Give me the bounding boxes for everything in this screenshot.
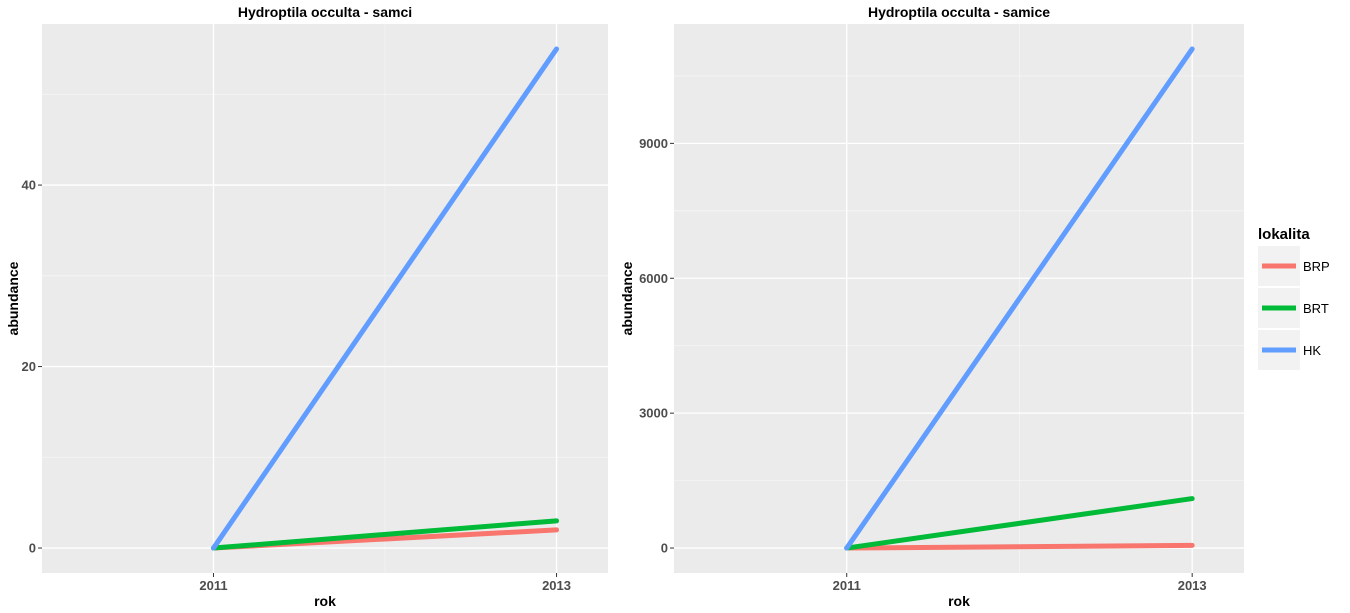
series-line-brt — [844, 496, 1195, 551]
legend-label: BRT — [1303, 301, 1329, 316]
plot-background — [42, 24, 608, 573]
y-tick-label: 9000 — [639, 136, 668, 151]
panel-samci: 0 20 40 2011 2013 Hydroptila occulta - samci r… — [5, 4, 608, 609]
legend-label: BRP — [1303, 259, 1330, 274]
y-tick-label: 0 — [29, 541, 36, 556]
panel-samice: 0 3000 6000 9000 2011 2013 Hydroptila occulta … — [619, 4, 1244, 609]
series-line-hk — [211, 46, 560, 551]
y-tick-label: 6000 — [639, 271, 668, 286]
chart-title: Hydroptila occulta - samice — [868, 4, 1050, 20]
chart-title: Hydroptila occulta - samci — [238, 4, 412, 20]
y-tick-label: 40 — [22, 178, 36, 193]
y-tick-label: 20 — [22, 359, 36, 374]
plot-background — [674, 24, 1244, 573]
x-axis-title: rok — [314, 593, 336, 609]
x-tick-label: 2011 — [833, 578, 861, 593]
series-line-hk — [844, 46, 1195, 551]
y-tick-label: 0 — [661, 541, 668, 556]
series-line-brt — [211, 518, 560, 551]
x-tick-label: 2013 — [542, 578, 571, 593]
legend: lokalita BRP BRT HK — [1258, 226, 1330, 370]
series-line-brp — [844, 542, 1195, 551]
legend-label: HK — [1303, 343, 1321, 358]
legend-title: lokalita — [1258, 226, 1310, 243]
y-axis-title: abundance — [5, 261, 21, 335]
y-tick-label: 3000 — [639, 406, 668, 421]
y-axis-title: abundance — [619, 261, 635, 335]
x-tick-label: 2013 — [1178, 578, 1207, 593]
x-tick-label: 2011 — [199, 578, 227, 593]
x-axis-title: rok — [948, 593, 970, 609]
